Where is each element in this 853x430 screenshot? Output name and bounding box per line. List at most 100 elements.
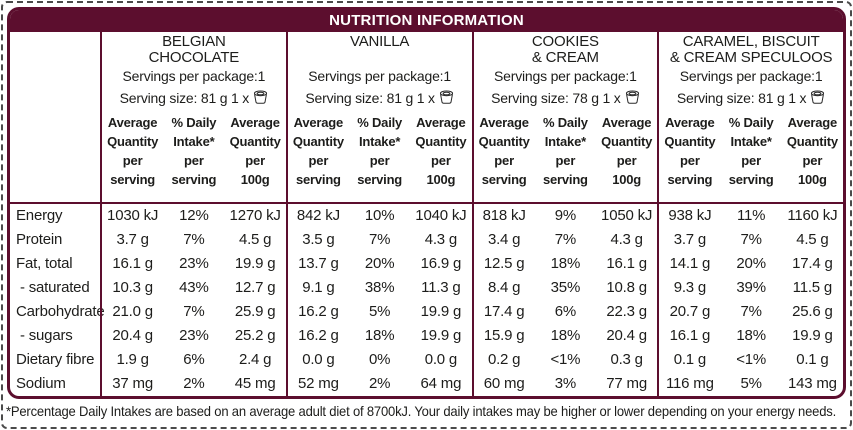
value-cell: 1160 kJ bbox=[787, 207, 838, 224]
value-cell: 38% bbox=[364, 279, 395, 296]
value-cell: 0% bbox=[368, 351, 391, 368]
serving-size: Serving size: 81 g 1 x bbox=[102, 86, 286, 110]
value-cell: 818 kJ bbox=[482, 207, 526, 224]
value-cell: 7% bbox=[368, 231, 391, 248]
table-row: 52 mg 2% 64 mg bbox=[288, 372, 472, 396]
value-cell: 52 mg bbox=[298, 375, 339, 392]
column-subheaders: Average Quantity per serving % Daily Inta… bbox=[102, 110, 286, 202]
table-row: 9.1 g 38% 11.3 g bbox=[288, 276, 472, 300]
serving-size-text: Serving size: 81 g 1 x bbox=[676, 90, 807, 106]
row-label: - saturated bbox=[16, 279, 90, 296]
product-name: COOKIES & CREAM bbox=[531, 33, 599, 66]
value-cell: 35% bbox=[550, 279, 581, 296]
column-subheader: % Daily Intake* per serving bbox=[171, 115, 217, 187]
table-row: 16.2 g 5% 19.9 g bbox=[288, 300, 472, 324]
table-row: 3.7 g 7% 4.5 g bbox=[659, 228, 843, 252]
value-cell: 18% bbox=[550, 255, 581, 272]
value-cell: 9.3 g bbox=[673, 279, 707, 296]
value-cell: 17.4 g bbox=[792, 255, 833, 272]
tub-icon bbox=[625, 89, 640, 107]
table-row: 15.9 g 18% 20.4 g bbox=[474, 324, 658, 348]
value-cell: 1050 kJ bbox=[601, 207, 653, 224]
table-row: 13.7 g 20% 16.9 g bbox=[288, 252, 472, 276]
value-cell: 10% bbox=[364, 207, 395, 224]
product-name: VANILLA bbox=[350, 33, 410, 50]
table-row: 3.4 g 7% 4.3 g bbox=[474, 228, 658, 252]
column-subheaders: Average Quantity per serving % Daily Inta… bbox=[288, 110, 472, 202]
product-name: CARAMEL, BISCUIT & CREAM SPECULOOS bbox=[669, 33, 833, 66]
table-row: 60 mg 3% 77 mg bbox=[474, 372, 658, 396]
table-row: 0.0 g 0% 0.0 g bbox=[288, 348, 472, 372]
value-cell: 16.1 g bbox=[669, 327, 711, 344]
value-cell: 938 kJ bbox=[668, 207, 712, 224]
value-cell: 22.3 g bbox=[606, 303, 647, 320]
product-column: CARAMEL, BISCUIT & CREAM SPECULOOS Servin… bbox=[657, 32, 843, 396]
value-cell: 3.7 g bbox=[116, 231, 149, 248]
table-row: 116 mg 5% 143 mg bbox=[659, 372, 843, 396]
value-cell: 9% bbox=[554, 207, 577, 224]
value-cell: 11% bbox=[736, 207, 766, 224]
value-cell: 17.4 g bbox=[483, 303, 525, 320]
table-row: 818 kJ 9% 1050 kJ bbox=[474, 204, 658, 228]
value-cell: 3.5 g bbox=[302, 231, 335, 248]
column-subheader: Average Quantity per serving bbox=[478, 115, 530, 187]
value-cell: 25.2 g bbox=[234, 327, 276, 344]
value-cell: 64 mg bbox=[420, 375, 462, 392]
value-cell: 77 mg bbox=[606, 375, 647, 392]
value-cell: 13.7 g bbox=[298, 255, 339, 272]
value-cell: 842 kJ bbox=[296, 207, 340, 224]
serving-size-text: Serving size: 78 g 1 x bbox=[491, 90, 621, 106]
row-label: Protein bbox=[16, 231, 63, 248]
column-subheaders: Average Quantity per serving % Daily Inta… bbox=[474, 110, 658, 202]
value-cell: 1040 kJ bbox=[415, 207, 467, 224]
value-cell: 7% bbox=[183, 231, 205, 248]
value-cell: 18% bbox=[550, 327, 581, 344]
value-cell: 16.9 g bbox=[420, 255, 462, 272]
value-cell: 23% bbox=[179, 255, 209, 272]
value-cell: 0.1 g bbox=[673, 351, 707, 368]
value-cell: 15.9 g bbox=[483, 327, 525, 344]
value-cell: 2.4 g bbox=[238, 351, 272, 368]
value-cell: 6% bbox=[183, 351, 205, 368]
product-header: VANILLA Servings per package:1 Serving siz… bbox=[287, 32, 472, 204]
serving-size-text: Serving size: 81 g 1 x bbox=[305, 90, 435, 106]
value-cell: 4.5 g bbox=[238, 231, 272, 248]
product-values: 842 kJ 10% 1040 kJ 3.5 g 7% 4.3 g 13.7 g 20% 16.… bbox=[288, 204, 472, 396]
value-cell: 45 mg bbox=[234, 375, 276, 392]
value-cell: 7% bbox=[183, 303, 205, 320]
table-row: 9.3 g 39% 11.5 g bbox=[659, 276, 843, 300]
value-cell: 43% bbox=[179, 279, 209, 296]
serving-size: Serving size: 81 g 1 x bbox=[288, 86, 472, 110]
row-label-column: Energy Protein Fat, total - saturated Carbo… bbox=[10, 32, 105, 396]
value-cell: 10.8 g bbox=[606, 279, 647, 296]
value-cell: 25.9 g bbox=[234, 303, 276, 320]
value-cell: 1.9 g bbox=[116, 351, 149, 368]
table-row: 0.1 g <1% 0.1 g bbox=[659, 348, 843, 372]
serving-size: Serving size: 81 g 1 x bbox=[659, 86, 843, 110]
value-cell: 143 mg bbox=[787, 375, 837, 392]
header-spacer bbox=[10, 32, 100, 204]
value-cell: 7% bbox=[554, 231, 577, 248]
row-label: - sugars bbox=[16, 327, 73, 344]
value-cell: 39% bbox=[736, 279, 766, 296]
serving-size-text: Serving size: 81 g 1 x bbox=[119, 90, 250, 106]
table-row: 16.2 g 18% 19.9 g bbox=[288, 324, 472, 348]
table-row: 3.7 g 7% 4.5 g bbox=[102, 228, 286, 252]
product-values: 1030 kJ 12% 1270 kJ 3.7 g 7% 4.5 g 16.1 g 23% 19… bbox=[102, 204, 286, 396]
value-cell: 3.4 g bbox=[487, 231, 521, 248]
row-label: Sodium bbox=[16, 375, 66, 392]
table-row: 1030 kJ 12% 1270 kJ bbox=[102, 204, 286, 228]
row-label: Carbohydrate bbox=[16, 303, 105, 320]
table-row: 37 mg 2% 45 mg bbox=[102, 372, 286, 396]
column-subheaders: Average Quantity per serving % Daily Inta… bbox=[659, 110, 843, 202]
column-subheader: Average Quantity per 100g bbox=[415, 115, 467, 187]
value-cell: 0.3 g bbox=[610, 351, 643, 368]
table-row: 12.5 g 18% 16.1 g bbox=[474, 252, 658, 276]
table-row: 20.7 g 7% 25.6 g bbox=[659, 300, 843, 324]
value-cell: 16.1 g bbox=[606, 255, 647, 272]
product-header: BELGIAN CHOCOLATE Servings per package:1 S… bbox=[102, 32, 286, 204]
value-cell: <1% bbox=[736, 351, 767, 368]
row-label: Dietary fibre bbox=[16, 351, 95, 368]
table-row: 20.4 g 23% 25.2 g bbox=[102, 324, 286, 348]
value-cell: 14.1 g bbox=[669, 255, 711, 272]
